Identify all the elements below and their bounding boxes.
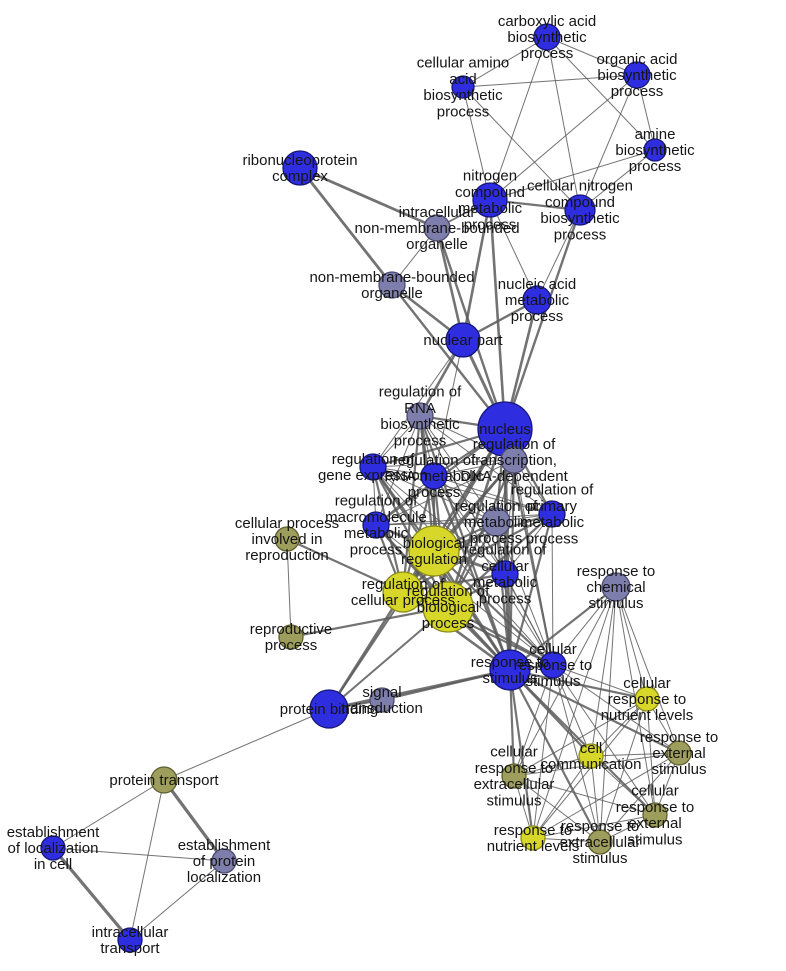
svg-text:process: process: [511, 308, 564, 325]
svg-text:compound: compound: [545, 194, 615, 211]
svg-text:regulation of: regulation of: [455, 498, 538, 515]
svg-text:biosynthetic: biosynthetic: [380, 416, 460, 433]
svg-text:process: process: [394, 432, 447, 449]
svg-text:response to: response to: [561, 818, 639, 835]
svg-text:reproductive: reproductive: [250, 621, 333, 638]
svg-text:regulation of: regulation of: [379, 384, 462, 401]
svg-text:of localization: of localization: [8, 840, 99, 857]
svg-text:non-membrane-bounded: non-membrane-bounded: [354, 220, 519, 237]
svg-text:regulation of: regulation of: [393, 452, 476, 469]
svg-text:biosynthetic: biosynthetic: [540, 210, 620, 227]
svg-text:process: process: [437, 103, 490, 120]
svg-text:transduction: transduction: [341, 700, 423, 717]
svg-text:process: process: [611, 83, 664, 100]
svg-text:transcription,: transcription,: [471, 452, 557, 469]
svg-text:cellular process: cellular process: [351, 592, 455, 609]
svg-text:regulation of: regulation of: [511, 482, 594, 499]
svg-text:biosynthetic: biosynthetic: [507, 29, 587, 46]
svg-text:nutrient levels: nutrient levels: [601, 707, 694, 724]
svg-text:nucleic acid: nucleic acid: [498, 276, 576, 293]
svg-text:organelle: organelle: [361, 285, 423, 302]
svg-text:regulation: regulation: [401, 551, 467, 568]
svg-text:nitrogen: nitrogen: [463, 168, 517, 185]
svg-text:metabolic: metabolic: [344, 525, 409, 542]
svg-text:biological: biological: [403, 535, 466, 552]
svg-text:regulation of: regulation of: [335, 493, 418, 510]
svg-text:nuclear part: nuclear part: [423, 332, 503, 349]
svg-text:cell: cell: [580, 740, 603, 757]
svg-text:response to: response to: [608, 691, 686, 708]
svg-text:cellular: cellular: [631, 783, 679, 800]
svg-text:in cell: in cell: [34, 856, 72, 873]
svg-text:stimulus: stimulus: [572, 850, 627, 867]
svg-text:intracellular: intracellular: [399, 204, 476, 221]
svg-text:ribonucleoprotein: ribonucleoprotein: [242, 152, 357, 169]
svg-text:macromolecule: macromolecule: [325, 509, 427, 526]
svg-text:regulation of: regulation of: [464, 542, 547, 559]
svg-text:establishment: establishment: [7, 824, 100, 841]
svg-text:process: process: [629, 158, 682, 175]
svg-text:response to: response to: [577, 563, 655, 580]
svg-text:extracellular: extracellular: [560, 834, 641, 851]
svg-text:protein transport: protein transport: [109, 772, 219, 789]
svg-text:compound: compound: [455, 184, 525, 201]
svg-text:process: process: [554, 226, 607, 243]
svg-text:RNA: RNA: [404, 400, 436, 417]
svg-text:organic acid: organic acid: [597, 51, 678, 68]
svg-text:establishment: establishment: [178, 837, 271, 854]
svg-text:response to: response to: [616, 799, 694, 816]
svg-text:cellular: cellular: [623, 675, 671, 692]
svg-text:process: process: [521, 45, 574, 62]
svg-text:reproduction: reproduction: [245, 547, 328, 564]
svg-text:carboxylic acid: carboxylic acid: [498, 13, 596, 30]
svg-text:complex: complex: [272, 168, 328, 185]
svg-text:acid: acid: [449, 71, 477, 88]
svg-text:stimulus: stimulus: [651, 761, 706, 778]
svg-text:stimulus: stimulus: [486, 792, 541, 809]
svg-text:cellular amino: cellular amino: [417, 55, 510, 72]
svg-text:external: external: [652, 745, 705, 762]
svg-text:response to: response to: [640, 729, 718, 746]
svg-text:process: process: [350, 541, 403, 558]
svg-text:process: process: [265, 637, 318, 654]
svg-text:metabolic: metabolic: [505, 292, 570, 309]
svg-text:of protein: of protein: [193, 853, 256, 870]
svg-text:cellular: cellular: [490, 744, 538, 761]
svg-text:signal: signal: [362, 684, 401, 701]
svg-text:metabolic: metabolic: [520, 514, 585, 531]
svg-text:stimulus: stimulus: [482, 670, 537, 687]
svg-text:chemical: chemical: [586, 579, 645, 596]
svg-text:communication: communication: [541, 756, 642, 773]
svg-text:intracellular: intracellular: [92, 924, 169, 941]
svg-text:biosynthetic: biosynthetic: [597, 67, 677, 84]
svg-text:response to: response to: [475, 760, 553, 777]
svg-text:amine: amine: [635, 126, 676, 143]
svg-text:involved in: involved in: [252, 531, 323, 548]
svg-text:cellular: cellular: [481, 558, 529, 575]
svg-text:regulation of: regulation of: [362, 576, 445, 593]
svg-text:process: process: [422, 615, 475, 632]
svg-text:cellular process: cellular process: [235, 515, 339, 532]
svg-text:non-membrane-bounded: non-membrane-bounded: [309, 269, 474, 286]
svg-text:localization: localization: [187, 869, 261, 886]
svg-text:stimulus: stimulus: [588, 595, 643, 612]
svg-text:regulation of: regulation of: [473, 436, 556, 453]
svg-text:cellular nitrogen: cellular nitrogen: [527, 178, 633, 195]
svg-text:response to: response to: [471, 654, 549, 671]
svg-text:biosynthetic: biosynthetic: [615, 142, 695, 159]
svg-text:metabolic: metabolic: [464, 514, 529, 531]
svg-text:transport: transport: [100, 940, 160, 957]
svg-text:biosynthetic: biosynthetic: [423, 87, 503, 104]
svg-text:organelle: organelle: [406, 236, 468, 253]
svg-text:extracellular: extracellular: [474, 776, 555, 793]
svg-text:RNA metabolic: RNA metabolic: [384, 468, 484, 485]
